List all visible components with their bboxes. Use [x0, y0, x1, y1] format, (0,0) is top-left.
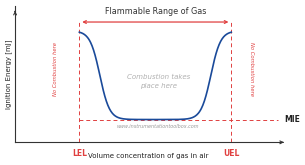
Y-axis label: Ignition Energy [mJ]: Ignition Energy [mJ] [5, 39, 12, 109]
Text: www.instrumentationtoolbox.com: www.instrumentationtoolbox.com [117, 124, 199, 129]
Text: Combustion takes
place here: Combustion takes place here [127, 74, 190, 89]
X-axis label: Volume concentration of gas in air: Volume concentration of gas in air [88, 153, 208, 159]
Text: No Combustion here: No Combustion here [53, 42, 59, 96]
Text: UEL: UEL [223, 149, 239, 158]
Text: MIE: MIE [284, 115, 300, 124]
Text: No Combustion here: No Combustion here [249, 42, 254, 96]
Text: LEL: LEL [72, 149, 87, 158]
Text: Flammable Range of Gas: Flammable Range of Gas [105, 7, 206, 16]
